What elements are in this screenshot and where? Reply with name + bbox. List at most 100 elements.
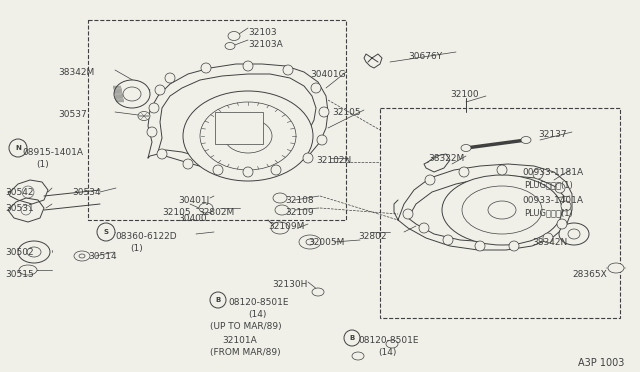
Ellipse shape (239, 130, 257, 142)
Text: 38342N: 38342N (532, 238, 567, 247)
Ellipse shape (442, 175, 562, 245)
Ellipse shape (74, 251, 90, 261)
Text: 38342M: 38342M (58, 68, 94, 77)
Ellipse shape (312, 288, 324, 296)
Text: N: N (15, 145, 21, 151)
Text: 32109: 32109 (285, 208, 314, 217)
Text: 32130H: 32130H (272, 280, 307, 289)
Ellipse shape (19, 265, 37, 275)
Ellipse shape (488, 201, 516, 219)
Text: 28365X: 28365X (572, 270, 607, 279)
Text: 38322M: 38322M (428, 154, 464, 163)
Bar (215, 112, 263, 144)
Circle shape (459, 167, 469, 177)
Circle shape (22, 186, 34, 198)
Text: 32802: 32802 (358, 232, 387, 241)
Text: PLUGプラグ(1): PLUGプラグ(1) (524, 180, 573, 189)
Ellipse shape (114, 80, 150, 108)
Circle shape (149, 103, 159, 113)
Circle shape (403, 209, 413, 219)
Circle shape (165, 73, 175, 83)
Circle shape (303, 153, 313, 163)
Circle shape (201, 63, 211, 73)
Text: 30542: 30542 (5, 188, 33, 197)
Text: 08915-1401A: 08915-1401A (22, 148, 83, 157)
Circle shape (147, 127, 157, 137)
Circle shape (557, 219, 567, 229)
Text: 32005M: 32005M (308, 238, 344, 247)
Circle shape (533, 169, 543, 179)
Ellipse shape (559, 223, 589, 245)
Text: 32100: 32100 (450, 90, 479, 99)
Circle shape (97, 223, 115, 241)
Circle shape (419, 223, 429, 233)
Circle shape (475, 241, 485, 251)
Text: PLUGプラグ(1): PLUGプラグ(1) (524, 208, 573, 217)
Ellipse shape (138, 112, 150, 121)
Ellipse shape (224, 119, 272, 153)
Circle shape (243, 167, 253, 177)
Circle shape (555, 183, 565, 193)
Text: 30534: 30534 (72, 188, 100, 197)
Text: (14): (14) (248, 310, 266, 319)
Text: 30401G: 30401G (310, 70, 346, 79)
Ellipse shape (462, 186, 542, 234)
Text: 30515: 30515 (5, 270, 34, 279)
Text: 32103A: 32103A (248, 40, 283, 49)
Ellipse shape (199, 203, 213, 213)
Circle shape (344, 330, 360, 346)
Circle shape (443, 235, 453, 245)
Text: 30502: 30502 (5, 248, 34, 257)
Circle shape (283, 65, 293, 75)
Circle shape (243, 61, 253, 71)
Text: (1): (1) (36, 160, 49, 169)
Text: 32105: 32105 (332, 108, 360, 117)
Circle shape (271, 165, 281, 175)
Circle shape (497, 165, 507, 175)
Ellipse shape (225, 42, 235, 49)
Text: B: B (349, 335, 355, 341)
Text: (1): (1) (130, 244, 143, 253)
Circle shape (543, 233, 553, 243)
Circle shape (561, 201, 571, 211)
Circle shape (425, 175, 435, 185)
Ellipse shape (27, 247, 41, 257)
Text: 32102N: 32102N (316, 156, 351, 165)
Circle shape (183, 159, 193, 169)
Ellipse shape (18, 241, 50, 263)
Text: 32137: 32137 (538, 130, 566, 139)
Text: B: B (216, 297, 221, 303)
Ellipse shape (275, 205, 289, 215)
Text: 32108: 32108 (285, 196, 314, 205)
Text: 32802M: 32802M (198, 208, 234, 217)
Ellipse shape (521, 137, 531, 144)
Text: (FROM MAR/89): (FROM MAR/89) (210, 348, 280, 357)
Text: 00933-1401A: 00933-1401A (522, 196, 583, 205)
Circle shape (21, 205, 31, 215)
Ellipse shape (608, 263, 624, 273)
Text: (14): (14) (378, 348, 396, 357)
Text: 30514: 30514 (88, 252, 116, 261)
Text: 00933-1181A: 00933-1181A (522, 168, 583, 177)
Ellipse shape (183, 91, 313, 181)
Circle shape (317, 135, 327, 145)
Text: 32103: 32103 (248, 28, 276, 37)
Text: 30531: 30531 (5, 204, 34, 213)
Text: 08120-8501E: 08120-8501E (228, 298, 289, 307)
Ellipse shape (123, 87, 141, 101)
Circle shape (509, 241, 519, 251)
Circle shape (213, 165, 223, 175)
Ellipse shape (306, 239, 314, 245)
Text: 30401J: 30401J (178, 196, 209, 205)
Text: 32105: 32105 (162, 208, 191, 217)
Ellipse shape (386, 340, 398, 348)
Text: 32109M: 32109M (268, 222, 305, 231)
Ellipse shape (352, 352, 364, 360)
Text: S: S (104, 229, 109, 235)
Circle shape (311, 83, 321, 93)
Circle shape (210, 292, 226, 308)
Text: 30400: 30400 (178, 214, 207, 223)
Circle shape (319, 107, 329, 117)
Ellipse shape (228, 32, 240, 41)
Circle shape (155, 85, 165, 95)
